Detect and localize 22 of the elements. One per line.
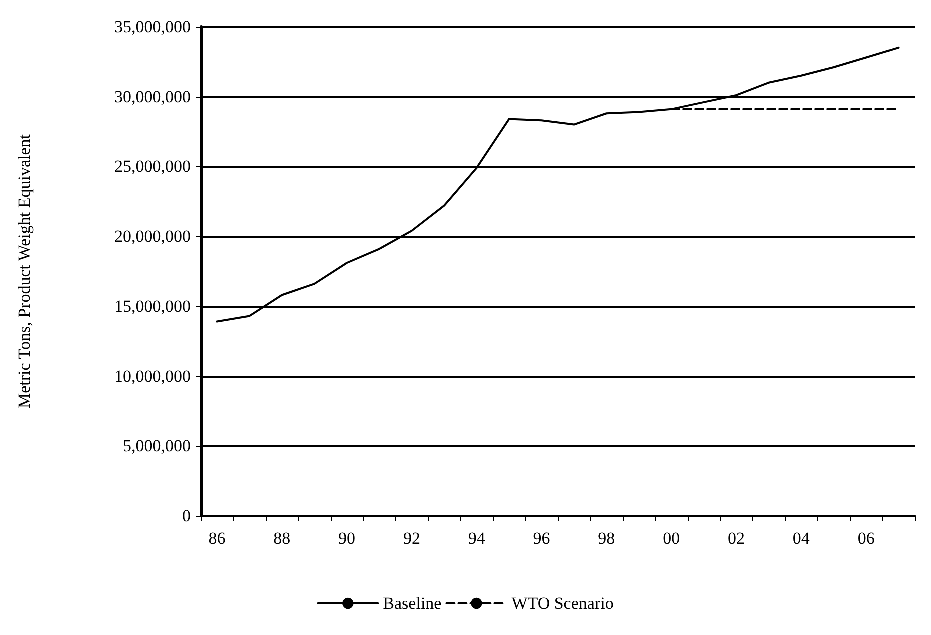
y-tick-label: 10,000,000 [114, 366, 191, 386]
y-tick-label: 15,000,000 [114, 296, 191, 316]
y-tick-label: 30,000,000 [114, 87, 191, 106]
legend-label: WTO Scenario [512, 594, 614, 613]
y-tick-label: 0 [182, 506, 191, 526]
x-tick-label: 92 [403, 529, 420, 548]
x-tick-label: 06 [858, 529, 875, 548]
x-tick-label: 88 [274, 529, 291, 548]
y-tick-label: 5,000,000 [123, 436, 191, 456]
x-tick-label: 00 [663, 529, 680, 548]
x-tick-label: 98 [598, 529, 616, 548]
x-tick-label: 90 [338, 529, 356, 548]
y-tick-label: 25,000,000 [114, 157, 191, 176]
y-tick-label: 35,000,000 [114, 18, 191, 36]
x-tick-label: 04 [792, 529, 810, 548]
x-tick-label: 86 [208, 529, 226, 548]
x-tick-label: 02 [728, 529, 745, 548]
x-tick-label: 96 [533, 529, 550, 548]
legend-label: Baseline [383, 594, 442, 613]
y-tick-label: 20,000,000 [114, 227, 191, 246]
y-axis-title: Metric Tons, Product Weight Equivalent [15, 134, 34, 408]
x-tick-label: 94 [468, 529, 486, 548]
